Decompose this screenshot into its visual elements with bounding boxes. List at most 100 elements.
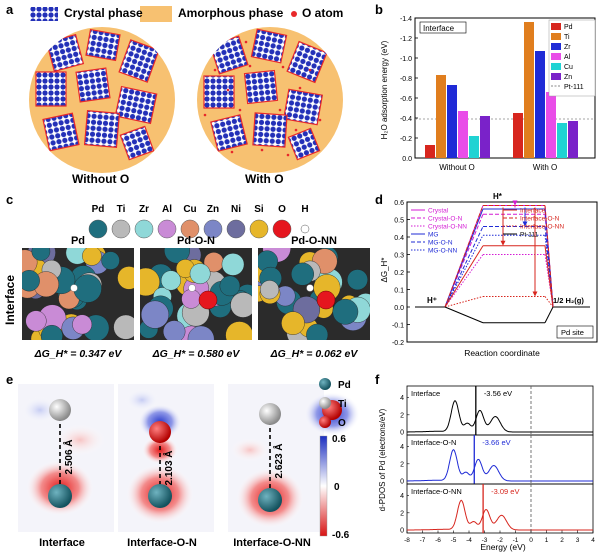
- ti-legend-ball: [319, 397, 331, 409]
- y-tick-label: 4: [400, 444, 404, 451]
- legend-label: Ti: [338, 399, 347, 410]
- panel-c: c Pd Ti Zr Al Cu Zn Ni Si O H Interface Pd ΔG_H* =…: [0, 190, 375, 370]
- legend-swatch: [551, 43, 561, 50]
- with-o-illustration: [197, 27, 343, 173]
- legend-swatch: [551, 33, 561, 40]
- series-label: Interface: [411, 389, 440, 398]
- bar-ti: [436, 75, 446, 158]
- y-tick-label: 0: [400, 528, 404, 535]
- with-o-caption: With O: [245, 172, 284, 186]
- x-tick-label: 1: [545, 537, 549, 544]
- connector-interface: [544, 245, 554, 308]
- connector-crystal-o-nn: [444, 254, 484, 308]
- bar-al: [546, 92, 556, 158]
- y-tick-label: -1.4: [400, 16, 412, 23]
- legend-swatch: [551, 73, 561, 80]
- connector-mg-o-n: [444, 226, 484, 308]
- series-label: Interface-O-NN: [411, 487, 462, 496]
- y-tick-label: 0.0: [394, 305, 404, 312]
- legend-label: O: [338, 418, 346, 429]
- bar-zn: [568, 121, 578, 158]
- x-tick-label: 4: [591, 537, 595, 544]
- series-label-bg: [409, 437, 471, 447]
- element-si-ball: [249, 219, 269, 239]
- o-legend-ball: [319, 416, 331, 428]
- pd-legend-ball: [319, 378, 331, 390]
- crystal-legend-label: Crystal phase: [64, 6, 143, 20]
- pd-atom: [258, 488, 282, 512]
- o-atom: [149, 421, 171, 443]
- legend-label: Pt-111: [520, 232, 539, 239]
- element-symbol: Ni: [231, 204, 241, 215]
- structure-title: Pd-O-NN: [291, 235, 337, 247]
- legend-swatch: [551, 53, 561, 60]
- y-tick-label: 0.4: [394, 235, 404, 242]
- series-label-bg: [409, 388, 471, 398]
- x-tick-label: -1: [513, 537, 519, 544]
- pdos-curve-interface-o-n: [407, 449, 593, 482]
- charge-density-map: 2.623 Å: [228, 384, 360, 532]
- charge-density-map: 2.103 Å: [118, 384, 214, 532]
- x-tick-label: -8: [404, 537, 410, 544]
- arrow-head: [500, 240, 506, 246]
- legend-label: MG-O-N: [428, 240, 453, 247]
- bar-ti: [524, 22, 534, 158]
- connector-mg: [444, 208, 484, 308]
- x-tick-label: -3: [482, 537, 488, 544]
- y-tick-label: 0.2: [394, 270, 404, 277]
- bar-zr: [535, 51, 545, 158]
- arrow-head: [512, 200, 518, 206]
- ti-atom: [49, 399, 71, 421]
- panel-a-figure: [29, 6, 343, 173]
- element-ti-ball: [111, 219, 131, 239]
- x-category-label: With O: [533, 163, 557, 172]
- connector-interface-o-n: [544, 205, 554, 308]
- interface-annotation: Interface: [423, 24, 455, 33]
- y-tick-label: 2: [400, 461, 404, 468]
- pd-site-label: Pd site: [561, 328, 584, 337]
- series-label: Interface-O-N: [411, 438, 456, 447]
- legend-label: Pd: [564, 24, 573, 31]
- element-zn-ball: [203, 219, 223, 239]
- panel-f: f d-PDOS of Pd (electrons/eV) Energy (eV…: [375, 370, 600, 554]
- x-tick-label: 0: [529, 537, 533, 544]
- map-caption: Interface: [39, 537, 85, 549]
- bar-cu: [557, 123, 567, 158]
- legend-label: Interface-O-N: [520, 216, 560, 223]
- y-tick-label: -1.0: [400, 56, 412, 63]
- connector-pt-111: [544, 306, 554, 323]
- y-tick-label: -0.1: [392, 323, 404, 330]
- y-axis-label: H₂O adsorption energy (eV): [380, 40, 389, 139]
- y-tick-label: 4: [400, 493, 404, 500]
- legend-label: Zr: [564, 44, 571, 51]
- y-tick-label: 0.6: [394, 200, 404, 207]
- x-tick-label: 2: [560, 537, 564, 544]
- legend-label: MG-O-NN: [428, 248, 458, 255]
- charge-density-map: 2.506 Å: [18, 384, 114, 532]
- x-axis-label: Energy (eV): [480, 542, 526, 552]
- y-tick-label: -0.2: [400, 136, 412, 143]
- y-tick-label: 0: [400, 430, 404, 437]
- panel-b-label: b: [375, 2, 383, 17]
- atomic-structure-image: [258, 248, 370, 340]
- element-symbol: O: [278, 204, 286, 215]
- bar-pd: [425, 145, 435, 158]
- legend-label: Crystal-O-N: [428, 216, 463, 223]
- d-band-center-value: -3.56 eV: [484, 389, 512, 398]
- x-category-label: Without O: [439, 163, 475, 172]
- connector-interface-o-nn: [444, 296, 484, 308]
- state-label-end: 1/2 H₂(g): [553, 296, 584, 305]
- element-symbol: Si: [254, 204, 264, 215]
- x-tick-label: -5: [451, 537, 457, 544]
- panel-d: d ΔG_H* Reaction coordinate 0.6 0.5 0.4 0.3…: [375, 190, 600, 370]
- element-symbol: Zn: [207, 204, 219, 215]
- element-symbol: Cu: [183, 204, 196, 215]
- legend-label: Al: [564, 54, 571, 61]
- panel-a-label: a: [6, 2, 14, 17]
- panel-e-figure: 2.506 Å Interface 2.103 Å Interface-O-N 2.62…: [18, 378, 360, 549]
- ti-atom: [259, 403, 281, 425]
- crystal-legend-swatch: [30, 7, 58, 21]
- delta-g-value: ΔG_H* = 0.062 eV: [270, 348, 359, 360]
- element-al-ball: [157, 219, 177, 239]
- map-caption: Interface-O-NN: [233, 537, 311, 549]
